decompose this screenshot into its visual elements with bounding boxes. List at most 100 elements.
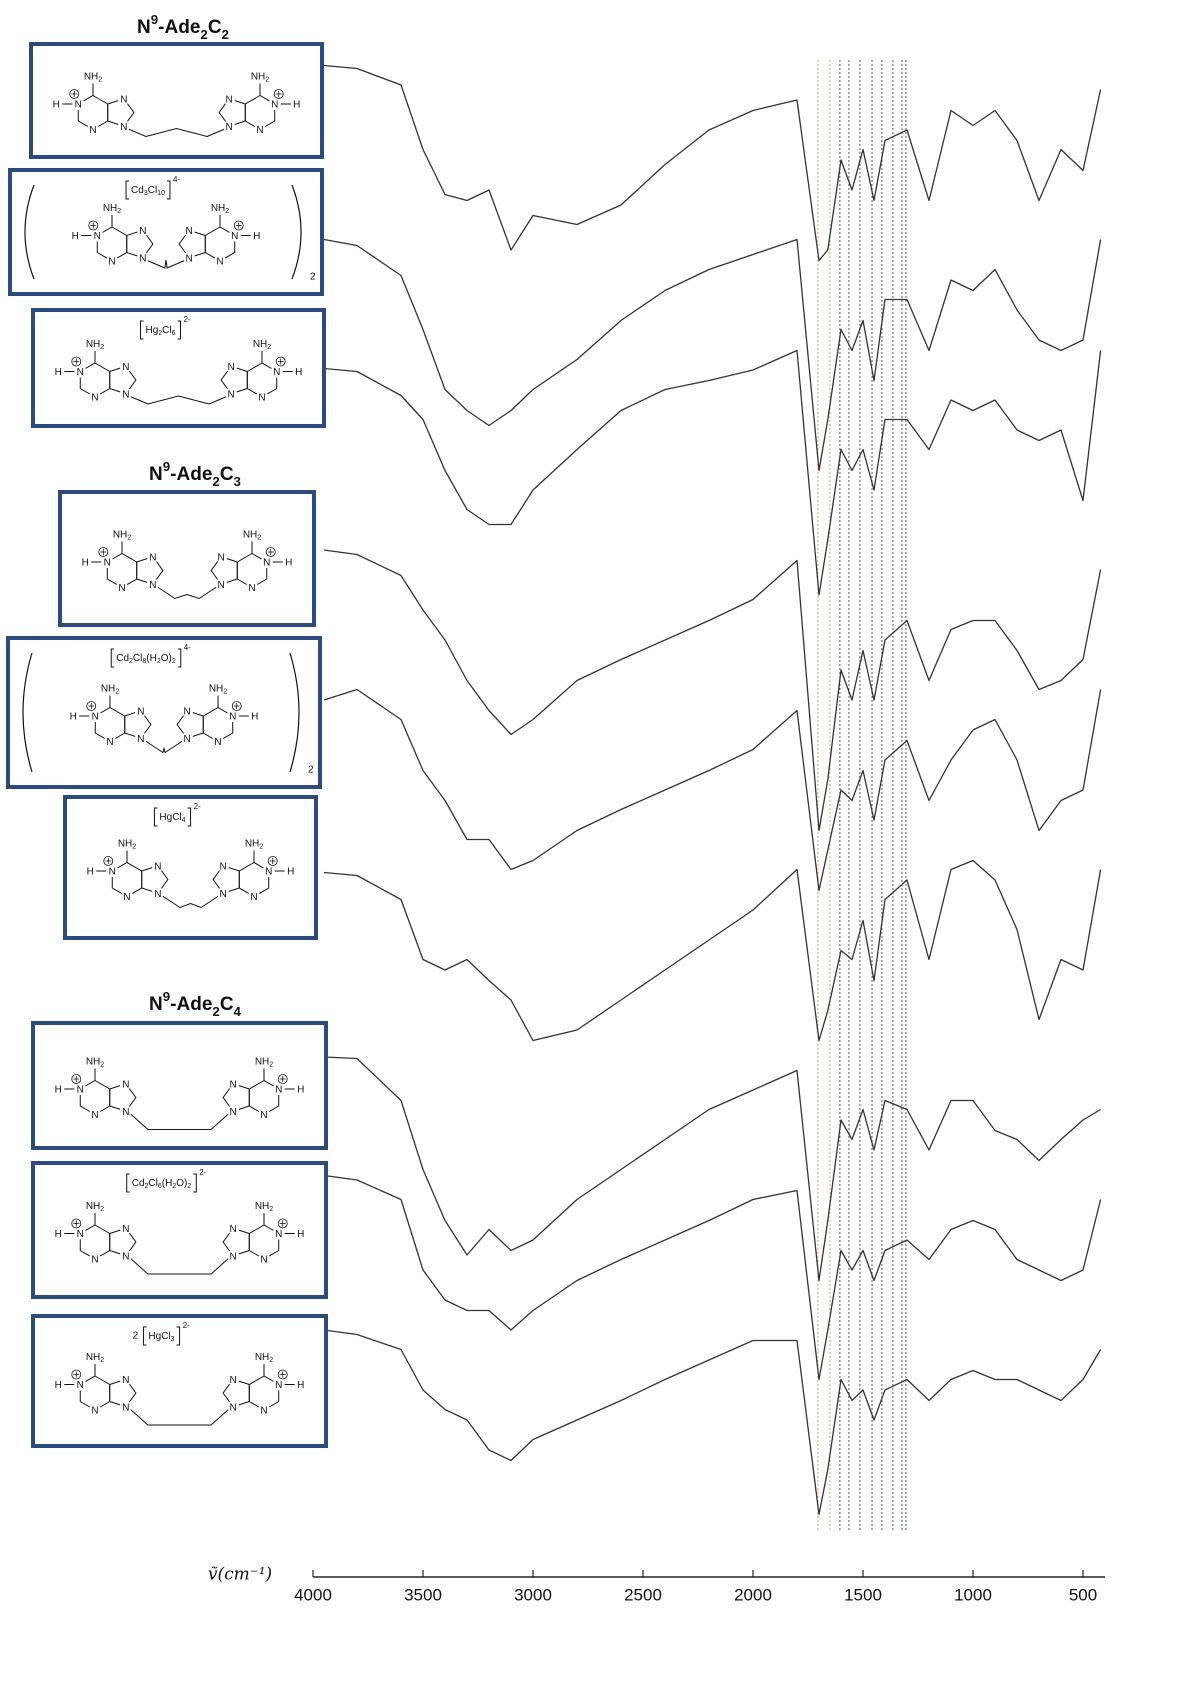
atom-label: H <box>72 231 79 242</box>
atom-bg <box>272 1378 285 1391</box>
atom-label: N <box>91 1110 98 1121</box>
atom-label: N <box>217 552 224 563</box>
atom-bg <box>246 581 258 594</box>
atom-label: N <box>122 1251 129 1262</box>
atom-label: N <box>265 867 272 878</box>
atom-label: N <box>77 1085 84 1096</box>
atom-label: H <box>55 1229 62 1240</box>
charge <box>233 703 240 709</box>
atom-label: N <box>91 1406 98 1417</box>
atom-label: N <box>120 94 127 105</box>
atom-label: H <box>253 231 260 242</box>
atom-label: NH2 <box>253 339 271 352</box>
atom-label: N <box>273 367 280 378</box>
atom-label: NH2 <box>255 1352 273 1365</box>
atom-bg <box>101 556 114 568</box>
atom-label: NH2 <box>245 838 263 851</box>
atom-label: N <box>216 257 223 268</box>
atom-bg <box>89 1108 101 1121</box>
x-tick-label: 4000 <box>294 1585 332 1604</box>
atom-label: N <box>185 253 192 264</box>
atom-bg <box>74 365 87 378</box>
atom-label: N <box>139 226 146 237</box>
charge <box>100 549 107 555</box>
x-tick-label: 3000 <box>514 1585 552 1604</box>
atom-bg <box>262 865 275 877</box>
atom-label: NH2 <box>243 529 261 542</box>
atom-bg <box>119 1400 132 1413</box>
atom-bg <box>256 391 268 403</box>
atom-label: H <box>293 100 300 111</box>
atom-label: N <box>75 100 82 111</box>
atom-label: N <box>139 253 146 264</box>
charge <box>279 1076 286 1082</box>
atom-label: N <box>154 861 161 872</box>
spectrum <box>323 688 1102 892</box>
atom-bg <box>183 224 196 237</box>
atom-label: N <box>122 1224 129 1235</box>
atom-bg <box>119 1249 132 1262</box>
atom-label: N <box>122 1375 129 1386</box>
atom-label: NH2 <box>86 1201 104 1214</box>
atom-bg <box>106 255 118 267</box>
atom-label: H <box>285 558 292 569</box>
spectrum <box>323 238 1102 472</box>
atom-label: H <box>70 712 77 723</box>
atom-bg <box>248 890 260 903</box>
atom-label: N <box>122 1402 129 1413</box>
atom-label: H <box>55 1380 62 1391</box>
charge <box>105 858 112 864</box>
atom-bg <box>116 581 128 594</box>
atom-bg <box>227 1222 240 1235</box>
atom-label: N <box>214 737 221 748</box>
atom-bg <box>136 224 149 237</box>
x-tick-label: 2500 <box>624 1585 662 1604</box>
charge <box>73 1371 80 1378</box>
ion-charge: 2- <box>183 1321 190 1330</box>
atom-label: N <box>120 122 127 133</box>
atom-label: NH2 <box>251 71 269 84</box>
atom-label: N <box>149 552 156 563</box>
atom-bg <box>87 123 99 136</box>
atom-bg <box>272 1227 285 1240</box>
charge <box>73 1076 80 1082</box>
ion-charge: 2- <box>184 315 191 324</box>
atom-label: N <box>219 889 226 900</box>
charge <box>235 222 242 229</box>
atom-bg <box>119 1373 132 1386</box>
atom-label: N <box>154 889 161 900</box>
atom-bg <box>117 92 130 105</box>
atom-bg <box>134 732 147 745</box>
group-heading: N9-Ade2C4 <box>149 989 242 1019</box>
atom-label: N <box>118 583 125 594</box>
atom-label: N <box>137 706 144 717</box>
x-tick-label: 1500 <box>844 1585 882 1604</box>
charge <box>90 222 97 229</box>
atom-label: N <box>77 1229 84 1240</box>
atom-label: N <box>248 583 255 594</box>
atom-bg <box>151 859 164 872</box>
atom-bg <box>217 859 230 872</box>
bracket <box>142 1326 181 1346</box>
atom-label: N <box>275 1229 282 1240</box>
atom-bg <box>227 1249 240 1262</box>
counter-ion: Hg2Cl6 <box>145 325 175 338</box>
atom-label: N <box>225 94 232 105</box>
structure: NH2 H N N N N NH2 H N N N N HgCl4 2- <box>63 795 318 940</box>
charge <box>269 858 276 864</box>
x-tick-label: 2000 <box>734 1585 772 1604</box>
atom-bg <box>183 251 196 264</box>
atom-label: N <box>122 362 129 373</box>
atom-bg <box>91 229 104 242</box>
bracket <box>110 648 182 668</box>
group-heading: N9-Ade2C3 <box>149 459 241 489</box>
atom-bg <box>217 887 230 900</box>
atom-bg <box>89 1253 101 1265</box>
charge <box>279 1220 286 1227</box>
atom-label: H <box>297 1380 304 1391</box>
atom-label: H <box>251 712 258 723</box>
atom-label: H <box>87 867 94 878</box>
charge <box>279 1371 286 1378</box>
bracket <box>126 1173 197 1193</box>
